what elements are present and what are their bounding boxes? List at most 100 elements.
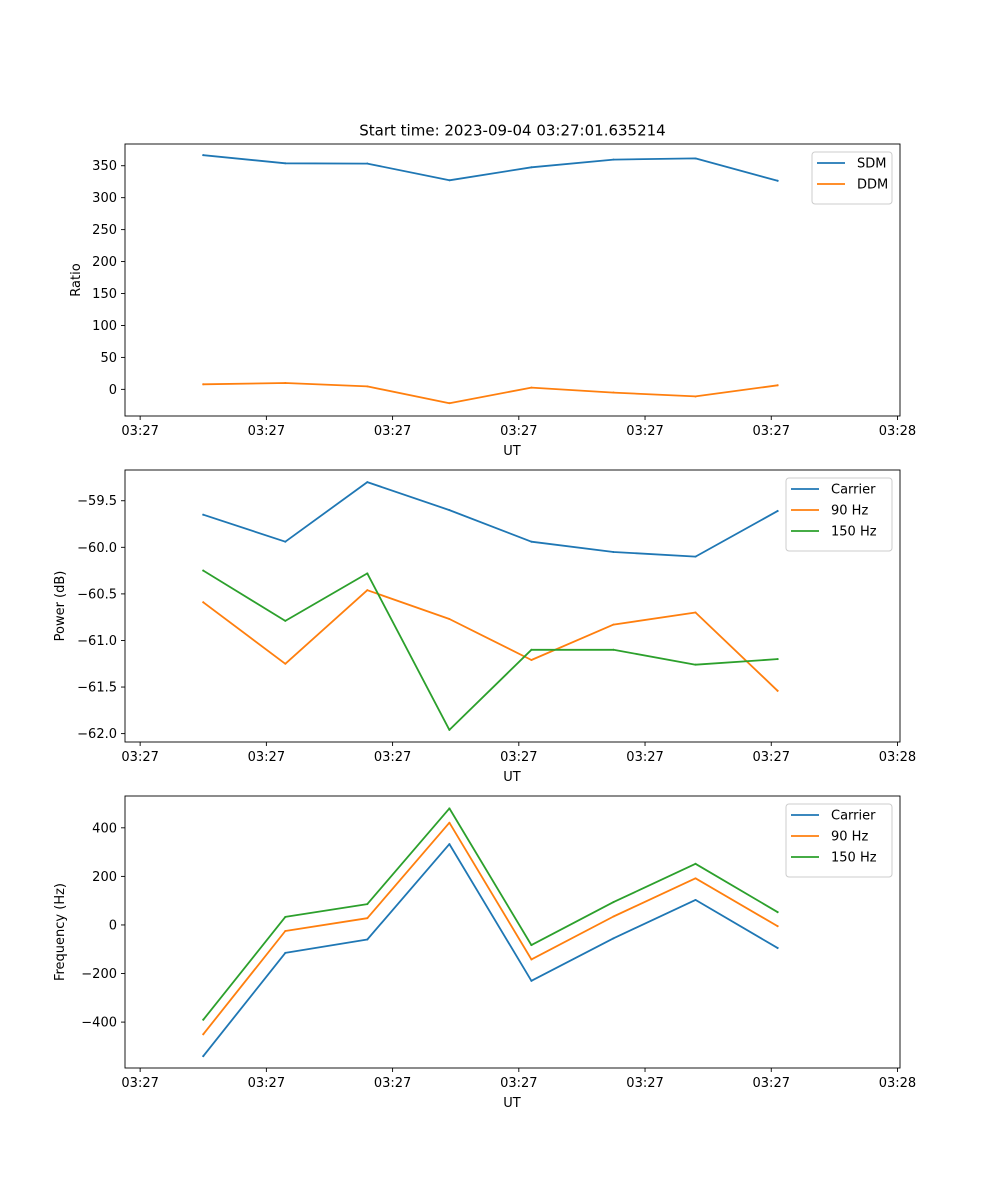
legend-label: 90 Hz [831,830,868,845]
data-point-carrier [448,843,451,846]
y-tick-label: −61.5 [77,681,117,696]
data-point-90-hz [366,589,369,592]
data-point-150-hz [448,728,451,731]
x-axis-label: UT [503,770,521,785]
series-line-90-hz [202,821,779,1036]
series-line-150-hz [202,569,779,731]
data-point-sdm [776,179,779,182]
data-point-carrier [694,555,697,558]
y-tick-label: −400 [81,1016,117,1031]
data-point-carrier [448,509,451,512]
x-tick-label: 03:27 [248,424,285,439]
data-point-90-hz [776,925,779,928]
data-point-sdm [366,162,369,165]
data-point-150-hz [612,901,615,904]
series-line-ddm [202,382,779,405]
data-point-carrier [202,1055,205,1058]
y-tick-label: −59.5 [77,494,117,509]
x-tick-label: 03:28 [879,750,916,765]
y-tick-label: 150 [92,287,117,302]
data-point-carrier [612,937,615,940]
y-tick-label: 0 [109,383,117,398]
x-tick-label: 03:27 [753,750,790,765]
data-point-carrier [366,481,369,484]
y-tick-label: 400 [92,821,117,836]
y-tick-label: 50 [100,351,117,366]
y-tick-label: −61.0 [77,634,117,649]
legend-label: DDM [857,178,888,193]
series-line-carrier [202,843,779,1058]
data-point-carrier [776,509,779,512]
x-tick-label: 03:27 [753,424,790,439]
x-tick-label: 03:27 [121,750,158,765]
x-tick-label: 03:27 [500,1076,537,1091]
data-point-90-hz [284,930,287,933]
axes-frame [124,469,901,743]
x-tick-label: 03:28 [879,424,916,439]
axes-frame [124,143,901,417]
x-tick-label: 03:27 [248,750,285,765]
series-line-sdm [202,154,779,182]
data-point-ddm [202,383,205,386]
x-tick-label: 03:27 [121,1076,158,1091]
y-tick-label: −60.5 [77,587,117,602]
series-line-carrier [202,481,779,558]
data-point-150-hz [530,648,533,651]
data-point-ddm [776,384,779,387]
data-point-carrier [284,540,287,543]
data-point-90-hz [448,618,451,621]
data-point-ddm [448,402,451,405]
data-point-90-hz [530,659,533,662]
data-point-90-hz [612,623,615,626]
data-point-sdm [612,158,615,161]
y-axis-label: Power (dB) [53,571,68,642]
y-tick-label: 0 [109,918,117,933]
data-point-150-hz [284,619,287,622]
chart-panel-3: 03:27 03:27 03:27 03:27 03:27 03:27 03:28 −400 −… [53,795,916,1111]
legend: Carrier 90 Hz 150 Hz [785,477,893,552]
legend-label: Carrier [831,483,876,498]
data-point-sdm [284,162,287,165]
x-tick-label: 03:27 [248,1076,285,1091]
data-point-sdm [448,179,451,182]
legend: SDM DDM [811,151,893,205]
data-point-90-hz [202,601,205,604]
y-tick-label: 250 [92,223,117,238]
y-tick-label: 300 [92,191,117,206]
data-point-carrier [202,513,205,516]
data-point-90-hz [776,689,779,692]
data-point-150-hz [366,572,369,575]
data-point-150-hz [612,648,615,651]
y-tick-label: 200 [92,870,117,885]
y-tick-label: 200 [92,255,117,270]
figure-title: Start time: 2023-09-04 03:27:01.635214 [359,122,665,140]
data-point-90-hz [448,821,451,824]
data-point-150-hz [448,807,451,810]
data-point-150-hz [366,903,369,906]
x-tick-label: 03:27 [374,424,411,439]
data-point-carrier [776,947,779,950]
data-point-150-hz [694,663,697,666]
y-tick-label: −62.0 [77,727,117,742]
data-point-carrier [530,540,533,543]
data-point-150-hz [776,658,779,661]
x-tick-label: 03:27 [626,1076,663,1091]
data-point-150-hz [776,911,779,914]
data-point-90-hz [284,662,287,665]
x-tick-label: 03:27 [500,750,537,765]
data-point-150-hz [694,862,697,865]
x-tick-label: 03:27 [626,424,663,439]
data-point-sdm [530,166,533,169]
legend-box [785,803,893,878]
legend-label: 90 Hz [831,504,868,519]
data-point-ddm [694,395,697,398]
legend-label: 150 Hz [831,851,877,866]
data-point-carrier [366,938,369,941]
legend-label: Carrier [831,809,876,824]
series-line-90-hz [202,589,779,693]
chart-panel-1: 03:27 03:27 03:27 03:27 03:27 03:27 03:28 0 50 10… [69,143,916,459]
y-axis-label: Frequency (Hz) [53,883,68,981]
x-axis-label: UT [503,1096,521,1111]
y-tick-label: −60.0 [77,541,117,556]
data-point-150-hz [284,915,287,918]
